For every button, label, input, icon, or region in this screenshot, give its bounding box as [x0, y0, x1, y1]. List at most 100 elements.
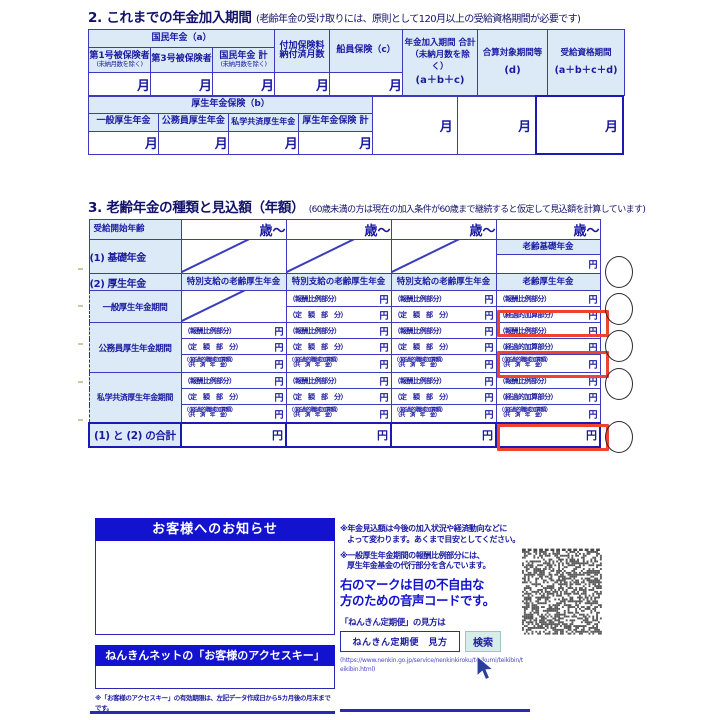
- note-estimate-disclaimer: ※年金見込額は今後の加入状況や経済動向などに よって変わります。あくまで目安とし…: [340, 524, 520, 544]
- value-kokumin-kei[interactable]: 月: [212, 72, 275, 96]
- search-row: ねんきん定期便 見方 検索: [340, 631, 525, 653]
- value-jukyu-shikaku-period[interactable]: 月: [535, 95, 624, 155]
- koumuin-keika-kyosai-col4[interactable]: （（経過的職域加算額） （共 済 年 金） 円: [495, 354, 601, 373]
- value-koumuin-kousei[interactable]: 月: [157, 130, 229, 155]
- value-gousan-period[interactable]: 月: [456, 95, 537, 155]
- keika-kyosai-label: （（経過的職域加算額） （共 済 年 金）: [288, 357, 342, 369]
- value-fuka[interactable]: 月: [274, 72, 330, 96]
- koumuin-hoshuhirei-col1[interactable]: （報酬比例部分） 円: [180, 322, 287, 339]
- value-total-period[interactable]: 月: [372, 95, 458, 155]
- koumuin-hoshuhirei-col4[interactable]: （報酬比例部分） 円: [495, 322, 601, 339]
- col-rourei-kousei-nenkin: 老齢厚生年金: [495, 273, 601, 291]
- search-button[interactable]: 検索: [465, 631, 501, 653]
- label-jukyu-kaishi-nenrei: 受給開始年齢: [88, 219, 182, 240]
- age-col-3[interactable]: 歳～: [390, 219, 497, 240]
- shigaku-keika-kyosai-col4[interactable]: （（経過的職域加算額） （共 済 年 金） 円: [495, 404, 601, 424]
- age-col-2[interactable]: 歳～: [285, 219, 392, 240]
- ippan-diagonal: [180, 290, 287, 323]
- col-tokubetsu-2: 特別支給の老齢厚生年金: [285, 273, 392, 291]
- keika-kyosai-label: （（経過的職域加算額） （共 済 年 金）: [498, 357, 552, 369]
- table-row-kiso-header: (1) 基礎年金 老齢基礎年金: [88, 239, 625, 274]
- col-gousan-period: 合算対象期間等 (d): [477, 29, 548, 96]
- koumuin-hoshuhirei-col3[interactable]: （報酬比例部分） 円: [390, 322, 497, 339]
- shigaku-hoshuhirei-col3[interactable]: （報酬比例部分） 円: [390, 372, 497, 389]
- koumuin-keika-kyosai-col2[interactable]: （（経過的職域加算額） （共 済 年 金） 円: [285, 354, 392, 373]
- pension-estimate-table: 受給開始年齢 歳～ 歳～ 歳～ 歳～ (1) 基礎年金 老齢基礎年金 円: [88, 219, 626, 448]
- value-ippan-kousei[interactable]: 月: [88, 130, 159, 155]
- section-3-subtitle: (60歳未満の方は現在の加入条件が60歳まで継続すると仮定して見込額を計算してい…: [308, 205, 646, 215]
- group-kousei-nenkin-hoken: 厚生年金保険（b）: [87, 95, 374, 114]
- customer-notice-block: お客様へのお知らせ ねんきんネットの「お客様のアクセスキー」 ※「お客様のアクセ…: [95, 518, 335, 712]
- ippan-hoshuhirei-col2[interactable]: （報酬比例部分） 円: [285, 290, 392, 307]
- shigaku-teigaku-col1[interactable]: （定 額 部 分） 円: [180, 388, 287, 405]
- value-senin[interactable]: 月: [329, 72, 403, 96]
- shigaku-keika-kyosai-col3[interactable]: （（経過的職域加算額） （共 済 年 金） 円: [390, 404, 497, 424]
- bottom-rule-right: [340, 709, 530, 712]
- search-input[interactable]: ねんきん定期便 見方: [340, 631, 460, 653]
- table-row-group-header: 国民年金（a） 付加保険料 納付済月数 船員保険（c） 年金加入期間 合計 （未…: [88, 29, 625, 96]
- shigaku-teigaku-col2[interactable]: （定 額 部 分） 円: [285, 388, 392, 405]
- note-audio-code-description: 右のマークは目の不自由な 方のための音声コードです。: [340, 577, 495, 608]
- koumuin-hoshuhirei-col2[interactable]: （報酬比例部分） 円: [285, 322, 392, 339]
- total-col4[interactable]: 円: [495, 422, 601, 448]
- koumuin-teigaku-col3[interactable]: （定 額 部 分） 円: [390, 338, 497, 355]
- keika-kyosai-label: （（経過的職域加算額） （共 済 年 金）: [288, 407, 342, 419]
- section-2-heading: これまでの年金加入期間: [106, 10, 252, 26]
- ippan-hoshuhirei-col4[interactable]: （報酬比例部分） 円: [495, 290, 601, 307]
- oval-annotation-1: [605, 256, 633, 288]
- value-shigaku-kousei[interactable]: 月: [227, 130, 299, 155]
- shigaku-hoshuhirei-col1[interactable]: （報酬比例部分） 円: [180, 372, 287, 389]
- age-col-4[interactable]: 歳～: [495, 219, 601, 240]
- shigaku-teigaku-col3[interactable]: （定 額 部 分） 円: [390, 388, 497, 405]
- koumuin-teigaku-col2[interactable]: （定 額 部 分） 円: [285, 338, 392, 355]
- table-row-koumuin-keika-kyosai: （（経過的職域加算額） （共 済 年 金） 円 （（経過的職域加算額） （共 済…: [89, 354, 625, 373]
- age-col-1[interactable]: 歳～: [180, 219, 287, 240]
- koumuin-teigaku-col1[interactable]: （定 額 部 分） 円: [180, 338, 287, 355]
- audio-barcode-icon: [520, 548, 604, 636]
- shigaku-keika-kyosai-col2[interactable]: （（経過的職域加算額） （共 済 年 金） 円: [285, 404, 392, 424]
- bottom-rule-left: [90, 711, 335, 714]
- group-kokumin-nenkin: 国民年金（a）: [88, 29, 275, 48]
- shigaku-hoshuhirei-col2[interactable]: （報酬比例部分） 円: [285, 372, 392, 389]
- col-dai1go-hihokensha: 第1号被保険者 (未納月数を除く): [88, 47, 151, 73]
- total-col3[interactable]: 円: [390, 422, 497, 448]
- kousei-nenkin-table: 厚生年金保険（b） 月 月 月 一般厚生年金 公務員厚生年金 私学共済厚生年金 …: [87, 95, 624, 155]
- section-2-contribution-periods: 2. これまでの年金加入期間 (老齢年金の受け取りには、原則として120月以上の…: [87, 6, 625, 155]
- col-ippan-kousei: 一般厚生年金: [88, 112, 159, 132]
- accesskey-value[interactable]: [95, 666, 335, 689]
- table-row-koumuin-hoshuhirei: 公務員厚生年金期間 （報酬比例部分） 円 （報酬比例部分） 円 （報酬比例部分）…: [88, 322, 625, 373]
- col-kokumin-nenkin-kei: 国民年金 計 (未納月数を除く): [212, 47, 275, 73]
- col-tokubetsu-3: 特別支給の老齢厚生年金: [390, 273, 497, 291]
- section-2-title: 2. これまでの年金加入期間 (老齢年金の受け取りには、原則として120月以上の…: [88, 6, 624, 26]
- koumuin-keika-kyosai-col1[interactable]: （（経過的職域加算額） （共 済 年 金） 円: [180, 354, 287, 373]
- value-dai1go[interactable]: 月: [88, 72, 151, 96]
- mouse-cursor-icon: [476, 655, 495, 681]
- shigaku-hoshuhirei-col4[interactable]: （報酬比例部分） 円: [495, 372, 601, 389]
- notice-body[interactable]: [95, 541, 335, 635]
- col-total-period: 年金加入期間 合計 （未納月数を除く） (a＋b＋c): [402, 29, 478, 96]
- ippan-teigaku-col3[interactable]: （定 額 部 分） 円: [390, 306, 497, 323]
- total-col2[interactable]: 円: [285, 422, 392, 448]
- accesskey-footnote: ※「お客様のアクセスキー」の有効期限は、左記データ作成日から5カ月後の月末までで…: [95, 694, 331, 712]
- table-row-values-b: 月 月 月 月: [88, 130, 624, 155]
- ippan-keikateki-kasan-col4[interactable]: （経過的加算部分） 円: [495, 306, 601, 323]
- ippan-hoshuhirei-col3[interactable]: （報酬比例部分） 円: [390, 290, 497, 307]
- kiso-diagonal-1: [180, 239, 287, 274]
- shigaku-keikateki-kasan-col4[interactable]: （経過的加算部分） 円: [495, 388, 601, 405]
- koumuin-keika-kyosai-col3[interactable]: （（経過的職域加算額） （共 済 年 金） 円: [390, 354, 497, 373]
- ippan-teigaku-col2[interactable]: （定 額 部 分） 円: [285, 306, 392, 323]
- col-tokubetsu-1: 特別支給の老齢厚生年金: [180, 273, 287, 291]
- shigaku-keika-kyosai-col1[interactable]: （（経過的職域加算額） （共 済 年 金） 円: [180, 404, 287, 424]
- col-senin-hoken: 船員保険（c）: [329, 29, 403, 73]
- value-rourei-kiso-nenkin[interactable]: 円: [495, 254, 601, 274]
- reference-url: (https://www.nenkin.go.jp/service/nenkin…: [340, 657, 523, 673]
- value-dai3go[interactable]: 月: [150, 72, 213, 96]
- value-kousei-kei[interactable]: 月: [297, 130, 374, 155]
- koumuin-keikateki-kasan-col4[interactable]: （経過的加算部分） 円: [495, 338, 601, 355]
- total-col1[interactable]: 円: [180, 422, 287, 448]
- keika-kyosai-label: （（経過的職域加算額） （共 済 年 金）: [393, 357, 447, 369]
- row-label-shigaku-kyosai-kikan: 私学共済厚生年金期間: [88, 372, 182, 424]
- table-row-grand-total: (1) と (2) の合計 円 円 円 円: [88, 422, 625, 448]
- annotation-gutter: [600, 219, 625, 240]
